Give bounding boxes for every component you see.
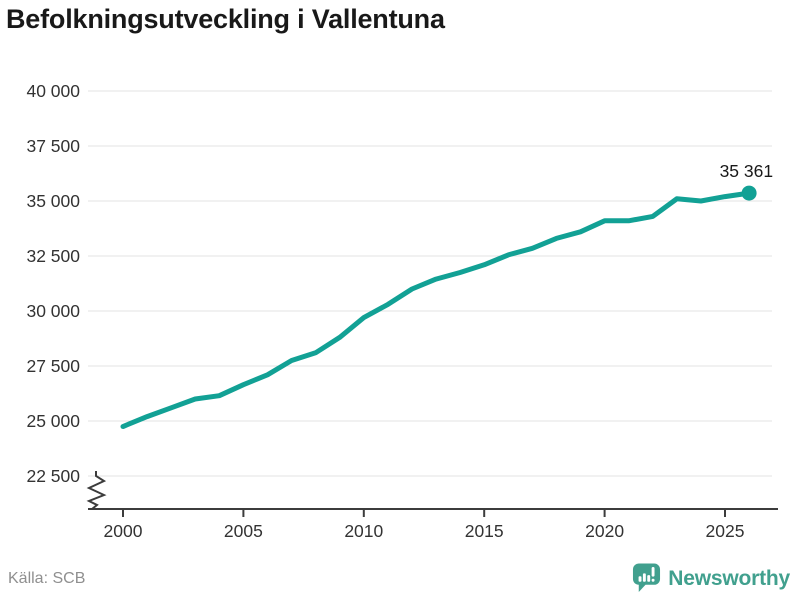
x-axis-tick-label: 2020 — [585, 521, 624, 541]
y-axis-tick-label: 32 500 — [26, 246, 80, 266]
x-axis-tick-label: 2005 — [224, 521, 263, 541]
population-line-chart: 22 500 25 000 27 500 30 000 32 500 35 000 37 5… — [26, 81, 778, 541]
chart-title: Befolkningsutveckling i Vallentuna — [6, 4, 445, 34]
y-axis-tick-label: 37 500 — [26, 136, 80, 156]
newsworthy-logo[interactable]: Newsworthy — [632, 562, 790, 595]
newsworthy-logo-icon — [633, 563, 661, 593]
x-axis-tick-label: 2000 — [104, 521, 143, 541]
newsworthy-logo-text: Newsworthy — [668, 566, 790, 590]
population-line — [120, 190, 752, 429]
y-axis-tick-label: 27 500 — [26, 356, 80, 376]
x-axis-tick-label: 2025 — [706, 521, 745, 541]
latest-value-dot — [741, 185, 757, 201]
y-axis-tick-label: 35 000 — [26, 191, 80, 211]
x-axis-tick-label: 2010 — [344, 521, 383, 541]
y-axis-tick-label: 25 000 — [26, 411, 80, 431]
latest-value-label: 35 361 — [720, 161, 774, 181]
x-axis-tick-label: 2015 — [465, 521, 504, 541]
y-axis-tick-label: 22 500 — [26, 466, 80, 486]
y-axis-tick-label: 30 000 — [26, 301, 80, 321]
y-axis-tick-label: 40 000 — [26, 81, 80, 101]
axis-break-icon — [86, 471, 107, 510]
source-label: Källa: SCB — [8, 570, 86, 587]
